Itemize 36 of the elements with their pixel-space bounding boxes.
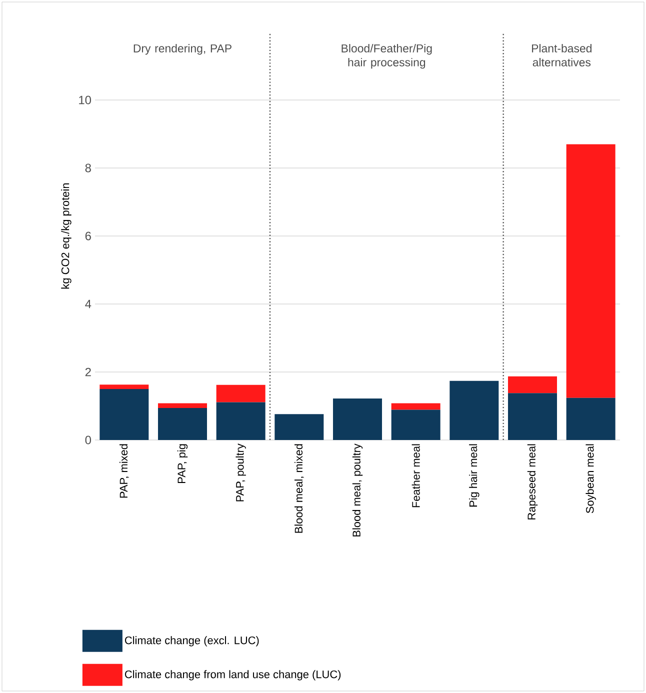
- bar: [100, 389, 149, 440]
- y-tick-label: 2: [85, 368, 91, 376]
- bar: [508, 393, 557, 440]
- x-tick-label: Pig hair meal: [469, 444, 480, 507]
- y-tick-label: 6: [85, 232, 91, 240]
- x-tick-label: PAP, pig: [177, 444, 188, 484]
- bar: [333, 398, 382, 440]
- x-tick-label: PAP, mixed: [120, 444, 129, 498]
- annotation: Dry rendering, PAP: [134, 44, 232, 55]
- x-tick-label: PAP, poultry: [236, 444, 246, 502]
- bar: [216, 384, 266, 402]
- x-tick-label: Blood meal, poultry: [352, 444, 363, 536]
- bar: [508, 376, 557, 394]
- y-tick-label: 10: [79, 96, 92, 104]
- x-tick-label: Blood meal, mixed: [294, 444, 304, 533]
- bar: [216, 402, 266, 440]
- bar: [566, 144, 616, 398]
- legend-label: Climate change (excl. LUC): [124, 636, 259, 646]
- bar: [158, 403, 207, 408]
- x-tick-label: Rapeseed meal: [527, 444, 538, 520]
- bar: [391, 410, 440, 440]
- annotation: Plant-based alternatives: [532, 44, 592, 66]
- annotation: Blood/Feather/Pig hair processing: [342, 44, 432, 69]
- y-tick-label: 4: [85, 300, 92, 308]
- bar: [566, 398, 616, 440]
- x-tick-label: Feather meal: [412, 444, 420, 508]
- bar: [391, 403, 440, 410]
- bar: [274, 414, 324, 440]
- x-tick-label: Soybean meal: [586, 444, 596, 514]
- bar: [450, 380, 499, 440]
- y-tick-label: 8: [85, 164, 91, 172]
- legend-label: Climate change from land use change (LUC): [124, 670, 341, 680]
- bar: [100, 384, 149, 389]
- y-axis-title: kg CO2 eq./kg protein: [61, 183, 72, 289]
- bar: [158, 408, 207, 440]
- y-tick-label: 0: [85, 436, 92, 444]
